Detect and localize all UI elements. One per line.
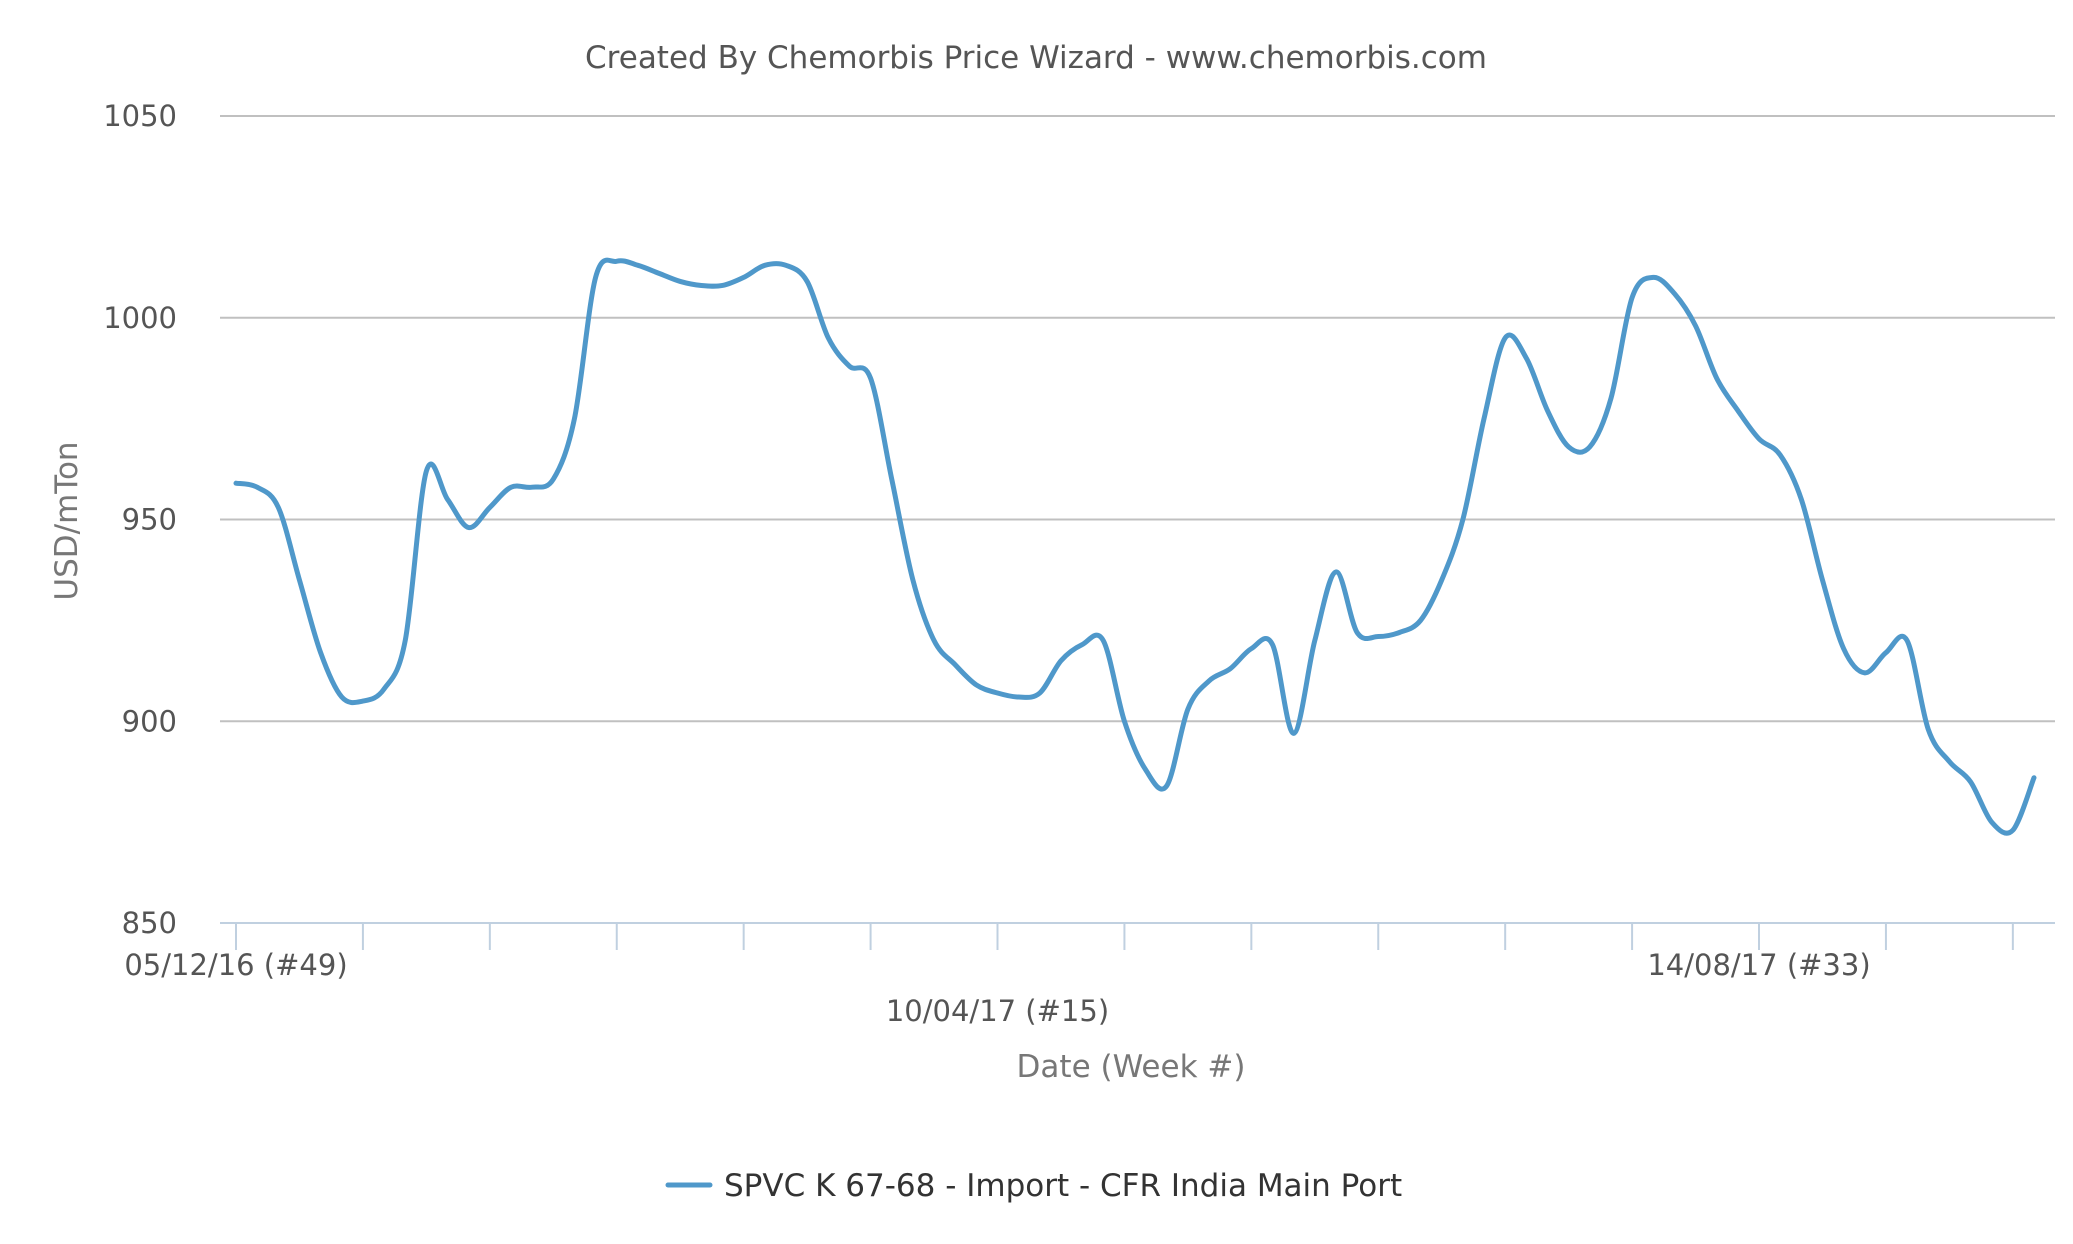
series-layer bbox=[233, 257, 2037, 836]
y-tick-label: 1000 bbox=[103, 301, 177, 335]
chart-title: Created By Chemorbis Price Wizard - www.… bbox=[585, 40, 1487, 76]
x-tick-label: 14/08/17 (#33) bbox=[1647, 948, 1870, 982]
legend[interactable]: SPVC K 67-68 - Import - CFR India Main P… bbox=[665, 1168, 1402, 1204]
y-tick-label: 850 bbox=[122, 906, 177, 940]
y-tick-label: 1050 bbox=[103, 99, 177, 133]
x-tick-label: 10/04/17 (#15) bbox=[886, 994, 1109, 1028]
x-axis-title: Date (Week #) bbox=[1017, 1049, 1246, 1085]
y-tick-label: 950 bbox=[122, 503, 177, 537]
grid-layer: 850 900 950 1000 1050 bbox=[103, 99, 2055, 940]
x-tick-label: 05/12/16 (#49) bbox=[124, 948, 347, 982]
y-tick-label: 900 bbox=[122, 704, 177, 738]
y-axis-title: USD/mTon bbox=[49, 441, 85, 600]
legend-label[interactable]: SPVC K 67-68 - Import - CFR India Main P… bbox=[724, 1168, 1402, 1204]
x-axis: 05/12/16 (#49) 10/04/17 (#15) 14/08/17 (#3… bbox=[124, 922, 2055, 1028]
series-line bbox=[233, 257, 2037, 836]
